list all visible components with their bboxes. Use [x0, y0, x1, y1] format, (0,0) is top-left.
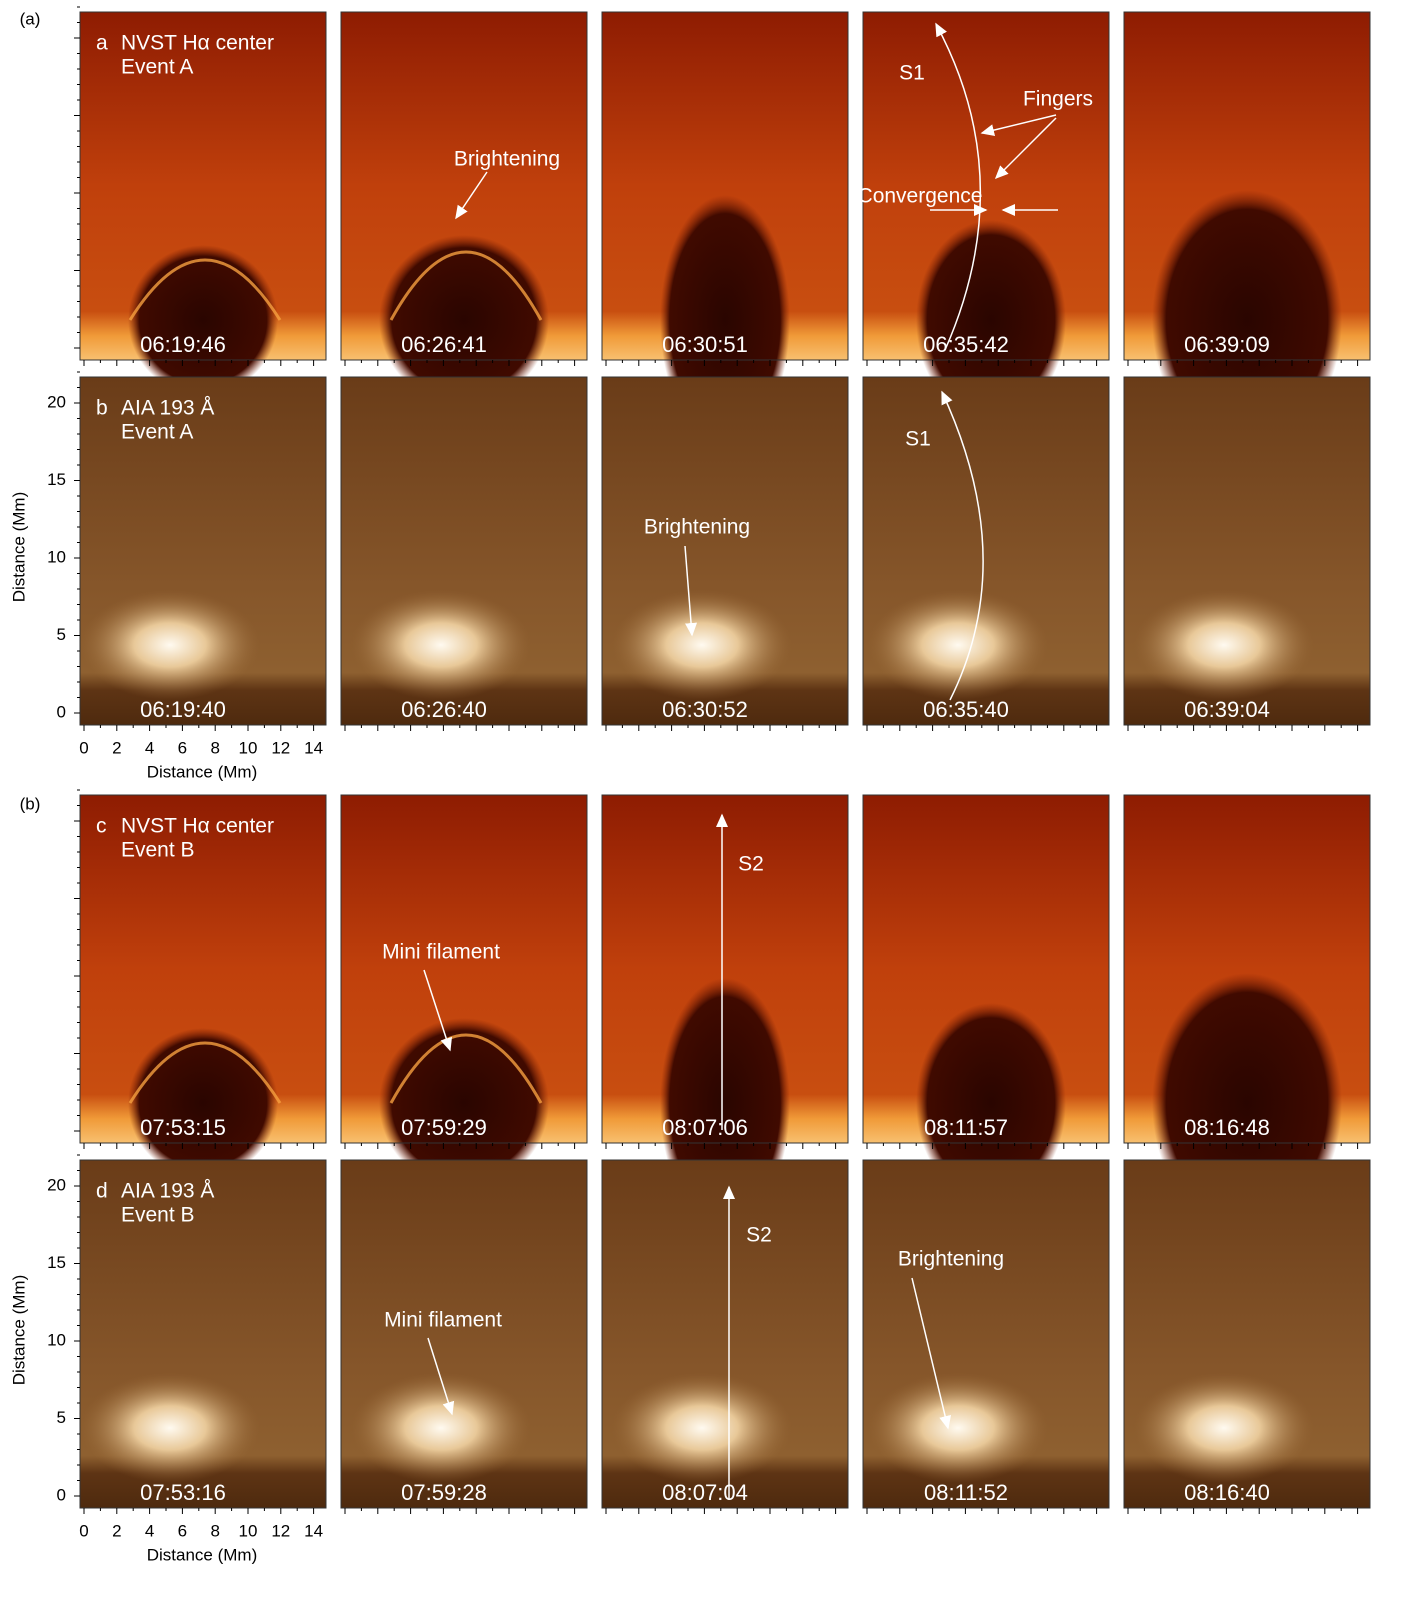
y-tick-label: 5 — [57, 625, 66, 644]
timestamp: 08:11:57 — [924, 1115, 1008, 1140]
y-tick-label: 0 — [57, 1485, 66, 1504]
row-letter: c — [96, 815, 107, 838]
bright-region — [1134, 590, 1314, 700]
image-panel — [1124, 377, 1370, 731]
y-axis-label: Distance (Mm) — [9, 492, 28, 603]
timestamp: 06:35:40 — [923, 697, 1009, 722]
image-panel — [863, 795, 1109, 1203]
annotation: Fingers — [1023, 88, 1093, 111]
timestamp: 06:39:04 — [1184, 697, 1270, 722]
timestamp: 06:30:52 — [662, 697, 748, 722]
bright-region — [868, 1373, 1048, 1483]
x-tick-label: 10 — [239, 738, 258, 757]
dark-feature — [128, 1028, 278, 1178]
y-tick-label: 5 — [57, 1408, 66, 1427]
timestamp: 07:53:15 — [140, 1115, 226, 1140]
annotation: Mini filament — [382, 941, 500, 964]
x-tick-label: 6 — [178, 738, 187, 757]
timestamp: 08:11:52 — [924, 1480, 1008, 1505]
y-tick-label: 20 — [47, 392, 66, 411]
timestamp: 07:59:29 — [401, 1115, 487, 1140]
annotation: Mini filament — [384, 1309, 502, 1332]
y-tick-label: 20 — [47, 1175, 66, 1194]
x-tick-label: 8 — [210, 1521, 219, 1540]
y-tick-label: 10 — [47, 547, 66, 566]
image-panel — [863, 377, 1109, 731]
annotation: Brightening — [454, 148, 560, 171]
annotation: Convergence — [858, 185, 983, 208]
x-axis-label: Distance (Mm) — [147, 762, 258, 781]
row-event: Event A — [121, 421, 193, 444]
y-tick-label: 15 — [47, 1253, 66, 1272]
group-label: (a) — [20, 9, 41, 28]
x-tick-label: 0 — [79, 738, 88, 757]
image-panel — [341, 377, 587, 731]
timestamp: 08:16:48 — [1184, 1115, 1270, 1140]
figure: (a)06:19:4606:26:41Brightening06:30:5106… — [0, 0, 1406, 1600]
timestamp: 08:07:04 — [662, 1480, 748, 1505]
x-tick-label: 12 — [271, 738, 290, 757]
x-tick-label: 12 — [271, 1521, 290, 1540]
annotation: S2 — [738, 853, 764, 876]
image-panel — [80, 377, 326, 731]
timestamp: 06:19:46 — [140, 332, 226, 357]
row-event: Event B — [121, 1204, 195, 1227]
row-letter: d — [96, 1180, 108, 1203]
row-title: NVST Hα center — [121, 32, 274, 55]
timestamp: 06:26:40 — [401, 697, 487, 722]
image-panel — [863, 1160, 1109, 1514]
timestamp: 07:53:16 — [140, 1480, 226, 1505]
image-panel — [602, 377, 848, 731]
image-panel — [341, 1160, 587, 1514]
row-title: AIA 193 Å — [121, 1180, 214, 1203]
x-tick-label: 8 — [210, 738, 219, 757]
timestamp: 06:19:40 — [140, 697, 226, 722]
y-tick-label: 15 — [47, 470, 66, 489]
image-panel — [80, 1160, 326, 1514]
annotation: Brightening — [898, 1248, 1004, 1271]
bright-region — [351, 1373, 531, 1483]
image-panel — [602, 1160, 848, 1514]
y-tick-label: 10 — [47, 1330, 66, 1349]
bright-region — [80, 590, 260, 700]
bright-region — [351, 590, 531, 700]
timestamp: 08:16:40 — [1184, 1480, 1270, 1505]
annotation: Brightening — [644, 516, 750, 539]
x-tick-label: 2 — [112, 738, 121, 757]
timestamp: 06:26:41 — [401, 332, 487, 357]
row-title: NVST Hα center — [121, 815, 274, 838]
bright-region — [612, 590, 792, 700]
dark-feature — [128, 245, 278, 395]
timestamp: 08:07:06 — [662, 1115, 748, 1140]
x-tick-label: 0 — [79, 1521, 88, 1540]
x-tick-label: 14 — [304, 738, 323, 757]
bright-region — [80, 1373, 260, 1483]
x-tick-label: 14 — [304, 1521, 323, 1540]
x-tick-label: 6 — [178, 1521, 187, 1540]
image-panel — [1124, 1160, 1370, 1514]
x-tick-label: 4 — [145, 738, 154, 757]
annotation: S1 — [899, 62, 925, 85]
row-event: Event A — [121, 56, 193, 79]
row-letter: a — [96, 32, 108, 55]
annotation: S2 — [746, 1224, 772, 1247]
x-tick-label: 4 — [145, 1521, 154, 1540]
x-tick-label: 10 — [239, 1521, 258, 1540]
annotation: S1 — [905, 428, 931, 451]
bright-region — [612, 1373, 792, 1483]
row-letter: b — [96, 397, 108, 420]
timestamp: 06:30:51 — [662, 332, 748, 357]
x-axis-label: Distance (Mm) — [147, 1545, 258, 1564]
row-title: AIA 193 Å — [121, 397, 214, 420]
group-label: (b) — [20, 794, 41, 813]
timestamp: 06:39:09 — [1184, 332, 1270, 357]
timestamp: 07:59:28 — [401, 1480, 487, 1505]
x-tick-label: 2 — [112, 1521, 121, 1540]
y-tick-label: 0 — [57, 702, 66, 721]
timestamp: 06:35:42 — [923, 332, 1009, 357]
row-event: Event B — [121, 839, 195, 862]
bright-region — [1134, 1373, 1314, 1483]
y-axis-label: Distance (Mm) — [9, 1275, 28, 1386]
